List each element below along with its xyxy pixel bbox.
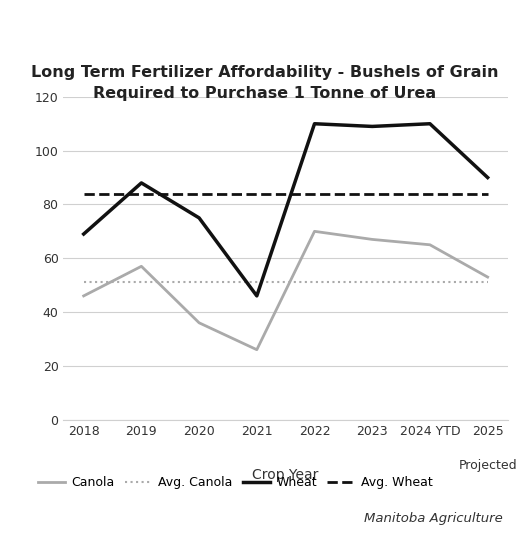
Text: Projected: Projected bbox=[458, 458, 517, 471]
Text: Long Term Fertilizer Affordability - Bushels of Grain
Required to Purchase 1 Ton: Long Term Fertilizer Affordability - Bus… bbox=[31, 65, 498, 101]
Legend: Canola, Avg. Canola, Wheat, Avg. Wheat: Canola, Avg. Canola, Wheat, Avg. Wheat bbox=[33, 471, 437, 494]
X-axis label: Crop Year: Crop Year bbox=[252, 468, 319, 482]
Text: Manitoba Agriculture: Manitoba Agriculture bbox=[364, 512, 503, 525]
